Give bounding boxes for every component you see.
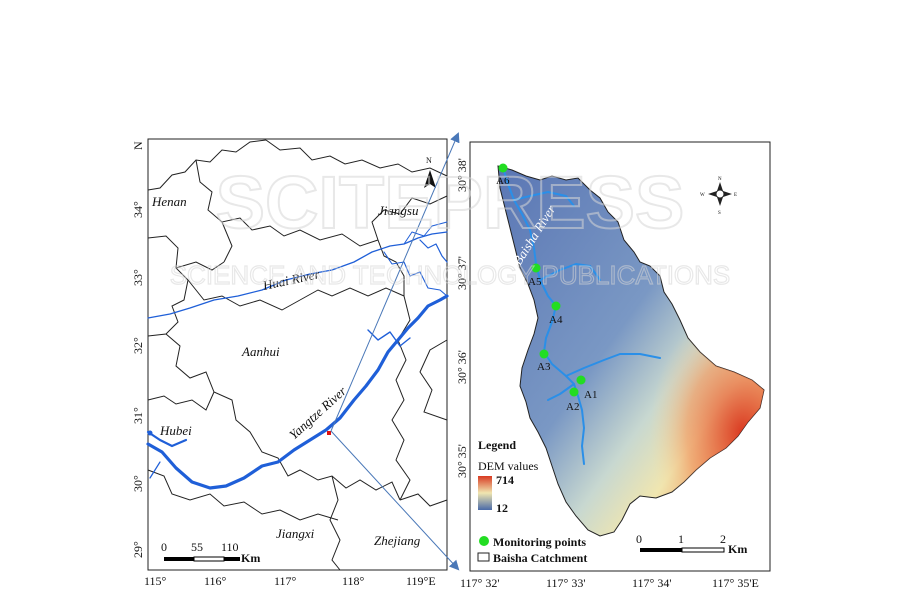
regional-y-ticks: N 34° 33° 32° 31° 30° 29° xyxy=(131,141,145,558)
monitoring-point-a6 xyxy=(498,163,508,173)
svg-text:34°: 34° xyxy=(131,201,145,218)
svg-text:1: 1 xyxy=(678,532,684,546)
catchment-rivers xyxy=(502,167,661,465)
svg-text:E: E xyxy=(734,193,737,198)
svg-text:30° 37': 30° 37' xyxy=(455,256,469,290)
province-label: Hubei xyxy=(159,423,192,438)
svg-text:30° 36': 30° 36' xyxy=(455,350,469,384)
point-label: A6 xyxy=(496,175,510,187)
province-label: Henan xyxy=(151,194,187,209)
dem-highland-shading xyxy=(498,166,764,536)
monitoring-point-a4 xyxy=(551,301,561,311)
catchment-y-ticks: 30° 38' 30° 37' 30° 36' 30° 35' xyxy=(455,158,469,478)
svg-text:31°: 31° xyxy=(131,407,145,424)
svg-text:116°: 116° xyxy=(204,574,227,588)
province-label: Zhejiang xyxy=(374,533,421,548)
regional-scale-bar: 0 55 110 Km xyxy=(161,540,260,565)
svg-text:Km: Km xyxy=(241,551,260,565)
north-arrow-icon: N xyxy=(424,156,436,188)
svg-text:N: N xyxy=(426,156,432,165)
monitoring-points: A1 A2 A3 A4 A5 A6 xyxy=(496,163,597,413)
svg-text:32°: 32° xyxy=(131,337,145,354)
regional-map: N Henan Jiangsu Aanhui Hubei Jiangxi Zhe… xyxy=(131,138,449,588)
svg-text:117° 35'E: 117° 35'E xyxy=(712,576,759,589)
point-label: A2 xyxy=(566,401,579,413)
svg-text:33°: 33° xyxy=(131,269,145,286)
svg-text:55: 55 xyxy=(191,540,203,554)
legend-dem-min: 12 xyxy=(496,501,508,515)
legend-point-symbol xyxy=(479,536,489,546)
legend-dem-max: 714 xyxy=(496,473,514,487)
legend-title: Legend xyxy=(478,438,516,452)
monitoring-point-a2 xyxy=(569,387,579,397)
point-label: A1 xyxy=(584,389,597,401)
watermark-main: SCITEPRESS xyxy=(216,161,685,244)
province-label: Aanhui xyxy=(241,344,280,359)
point-label: A3 xyxy=(537,361,551,373)
point-label: A5 xyxy=(528,276,542,288)
baisha-location-marker xyxy=(327,431,331,435)
regional-x-ticks: 115° 116° 117° 118° 119°E xyxy=(144,574,436,588)
svg-text:S: S xyxy=(718,211,721,216)
province-label: Jiangxi xyxy=(276,526,315,541)
province-label: Jiangsu xyxy=(378,203,419,218)
zoom-connector-lines xyxy=(330,132,460,571)
svg-text:110: 110 xyxy=(221,540,239,554)
svg-text:0: 0 xyxy=(636,532,642,546)
svg-text:119°E: 119°E xyxy=(406,574,436,588)
regional-rivers xyxy=(146,221,449,490)
svg-text:117° 33': 117° 33' xyxy=(546,576,586,589)
compass-rose-icon: N E S W xyxy=(700,177,737,216)
svg-text:30° 38': 30° 38' xyxy=(455,158,469,192)
monitoring-point-a5 xyxy=(531,263,541,273)
catchment-map: Baisha River A1 A2 A3 A4 A5 A6 N E S W xyxy=(455,141,771,589)
svg-text:Km: Km xyxy=(728,542,747,556)
legend-dem-label: DEM values xyxy=(478,459,539,473)
legend-catchment-label: Baisha Catchment xyxy=(493,551,587,565)
svg-text:30°: 30° xyxy=(131,475,145,492)
monitoring-point-a3 xyxy=(539,349,549,359)
svg-text:30° 35': 30° 35' xyxy=(455,444,469,478)
svg-text:W: W xyxy=(700,193,705,198)
legend: Legend DEM values 714 12 Monitoring poin… xyxy=(477,438,587,565)
watermark: SCITEPRESS SCIENCE AND TECHNOLOGY PUBLIC… xyxy=(169,160,731,291)
legend-catchment-symbol xyxy=(477,552,490,562)
legend-dem-ramp xyxy=(478,476,492,510)
svg-text:0: 0 xyxy=(161,540,167,554)
catchment-x-ticks: 117° 32' 117° 33' 117° 34' 117° 35'E xyxy=(460,576,759,589)
watermark-sub: SCIENCE AND TECHNOLOGY PUBLICATIONS xyxy=(170,260,731,290)
svg-text:115°: 115° xyxy=(144,574,167,588)
svg-text:29°: 29° xyxy=(131,541,145,558)
svg-text:117°: 117° xyxy=(274,574,297,588)
svg-text:117° 34': 117° 34' xyxy=(632,576,672,589)
point-label: A4 xyxy=(549,314,563,326)
svg-text:N: N xyxy=(718,177,722,182)
svg-text:N: N xyxy=(131,141,145,150)
svg-text:117° 32': 117° 32' xyxy=(460,576,500,589)
catchment-scale-bar: 0 1 2 Km xyxy=(636,532,747,556)
svg-text:2: 2 xyxy=(720,532,726,546)
legend-points-label: Monitoring points xyxy=(493,535,586,549)
svg-text:118°: 118° xyxy=(342,574,365,588)
monitoring-point-a1 xyxy=(576,375,586,385)
